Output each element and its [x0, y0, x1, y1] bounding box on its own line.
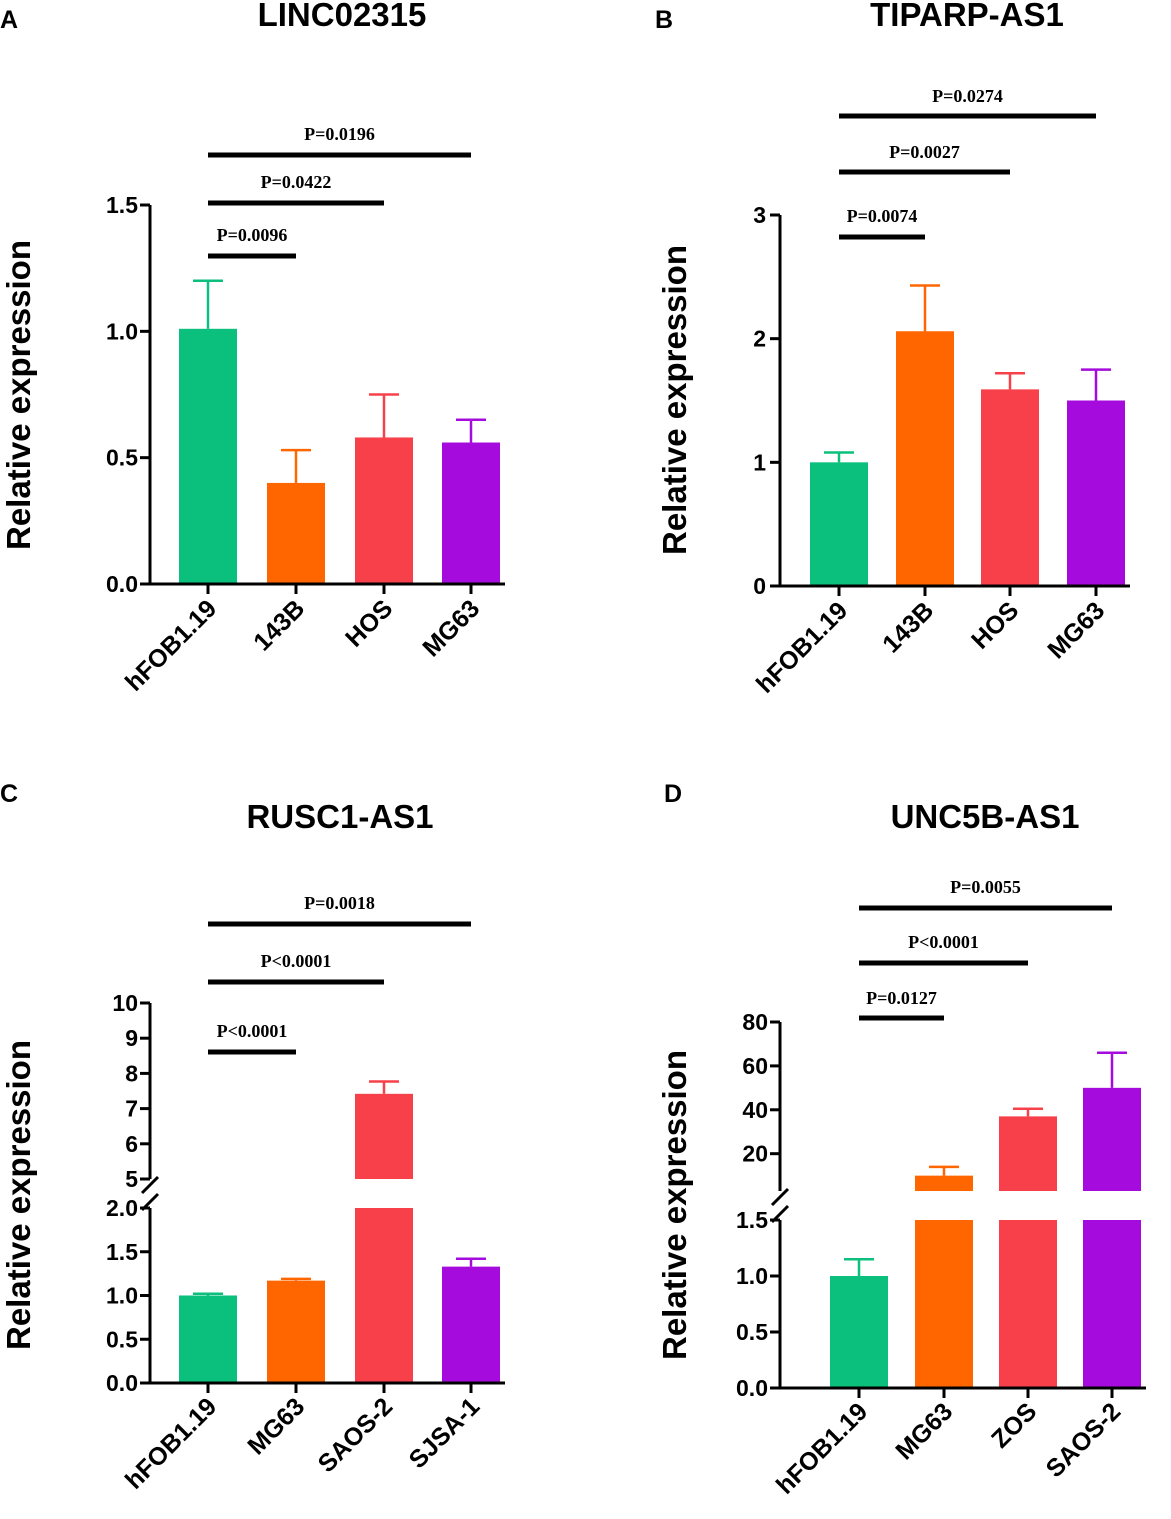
bar-hFOB1.19 [179, 1295, 237, 1383]
bar-hFOB1.19 [179, 328, 237, 584]
y-tick-label: 40 [742, 1097, 768, 1123]
chart-title: UNC5B-AS1 [891, 798, 1080, 835]
panel-d: D UNC5B-AS1 Relative expression 0.0 0.5 1.… [656, 780, 1146, 1500]
y-tick-label: 1.0 [106, 318, 138, 344]
bar-ZOS [999, 1220, 1057, 1388]
p-value-label: P<0.0001 [261, 951, 332, 971]
y-tick-label: 1.0 [736, 1263, 768, 1289]
bar-SAOS-2 [355, 1208, 413, 1383]
bar-143B [896, 331, 954, 586]
y-tick-label: 0.5 [106, 1326, 138, 1352]
p-value-label: P<0.0001 [908, 932, 979, 952]
p-value-label: P=0.0074 [847, 206, 918, 226]
x-tick-label: hFOB1.19 [751, 596, 853, 698]
x-tick-label: HOS [966, 596, 1024, 654]
y-tick-label: 7 [125, 1096, 138, 1122]
x-tick-label: SAOS-2 [1041, 1397, 1127, 1483]
panel-b: B TIPARP-AS1 Relative expression 0 1 2 3 hFO… [655, 0, 1130, 699]
x-tick-label: MG63 [890, 1397, 958, 1465]
y-axis-label: Relative expression [0, 240, 37, 550]
y-tick-label: 0.0 [736, 1375, 768, 1401]
panel-c: C RUSC1-AS1 Relative expression 0.0 0.5 1.… [0, 780, 505, 1495]
bar-MG63 [267, 1280, 325, 1383]
bar-upper-SAOS-2 [355, 1093, 413, 1179]
p-value-label: P<0.0001 [217, 1021, 288, 1041]
bar-SAOS-2 [1083, 1220, 1141, 1388]
y-tick-label: 0 [753, 573, 766, 599]
bar-MG63 [442, 442, 500, 584]
y-tick-label: 2 [753, 326, 766, 352]
bar-HOS [355, 437, 413, 584]
x-tick-label: MG63 [417, 594, 485, 662]
panel-letter: D [664, 780, 682, 808]
bar-hFOB1.19 [810, 462, 868, 586]
p-value-label: P=0.0096 [217, 225, 288, 245]
y-tick-label: 10 [112, 990, 138, 1016]
x-tick-label: ZOS [986, 1397, 1042, 1453]
y-tick-label: 1.5 [736, 1207, 768, 1233]
y-axis-label: Relative expression [656, 245, 693, 555]
y-tick-label: 1 [753, 449, 766, 475]
x-tick-label: SAOS-2 [313, 1392, 399, 1478]
y-axis-label: Relative expression [0, 1040, 37, 1350]
panel-letter: C [0, 780, 18, 808]
y-tick-label: 0.5 [106, 445, 138, 471]
y-tick-label: 80 [742, 1009, 768, 1035]
x-tick-label: SJSA-1 [404, 1392, 486, 1474]
y-tick-label: 1.5 [106, 1239, 138, 1265]
bar-hFOB1.19 [830, 1276, 888, 1388]
p-value-label: P=0.0027 [889, 142, 960, 162]
y-tick-label: 20 [742, 1141, 768, 1167]
x-tick-label: hFOB1.19 [120, 594, 222, 696]
bar-HOS [981, 389, 1039, 586]
x-tick-label: 143B [877, 596, 939, 658]
panel-letter: A [0, 6, 18, 34]
axis-break-mark [770, 1187, 790, 1207]
chart-title: RUSC1-AS1 [246, 798, 433, 835]
x-tick-label: 143B [248, 594, 310, 656]
y-tick-label: 1.5 [106, 192, 138, 218]
x-tick-label: hFOB1.19 [771, 1397, 873, 1499]
y-tick-label: 9 [125, 1025, 138, 1051]
chart-title: LINC02315 [258, 0, 427, 33]
axis-break-mark [140, 1175, 160, 1195]
y-tick-label: 0.0 [106, 1370, 138, 1396]
bar-SJSA-1 [442, 1266, 500, 1383]
p-value-label: P=0.0422 [261, 172, 332, 192]
x-tick-label: MG63 [1042, 596, 1110, 664]
p-value-label: P=0.0055 [950, 877, 1021, 897]
bar-upper-MG63 [915, 1175, 973, 1191]
p-value-label: P=0.0127 [866, 988, 937, 1008]
panel-a: A LINC02315 Relative expression 0.0 0.5 1.… [0, 0, 505, 697]
y-tick-label: 2.0 [106, 1195, 138, 1221]
p-value-label: P=0.0018 [304, 893, 375, 913]
y-tick-label: 6 [125, 1131, 138, 1157]
y-tick-label: 0.5 [736, 1319, 768, 1345]
y-axis-label: Relative expression [656, 1050, 693, 1360]
y-tick-label: 1.0 [106, 1283, 138, 1309]
y-tick-label: 8 [125, 1060, 138, 1086]
bar-143B [267, 482, 325, 584]
p-value-label: P=0.0196 [304, 124, 375, 144]
p-value-label: P=0.0274 [932, 86, 1003, 106]
y-tick-label: 5 [125, 1166, 138, 1192]
panel-letter: B [655, 6, 673, 34]
bar-MG63 [1067, 400, 1125, 586]
x-tick-label: MG63 [242, 1392, 310, 1460]
y-tick-label: 0.0 [106, 571, 138, 597]
bar-upper-SAOS-2 [1083, 1087, 1141, 1191]
x-tick-label: HOS [340, 594, 398, 652]
chart-title: TIPARP-AS1 [870, 0, 1064, 33]
y-tick-label: 3 [753, 202, 766, 228]
y-tick-label: 60 [742, 1053, 768, 1079]
bar-MG63 [915, 1220, 973, 1388]
x-tick-label: hFOB1.19 [120, 1392, 222, 1494]
bar-upper-ZOS [999, 1116, 1057, 1191]
